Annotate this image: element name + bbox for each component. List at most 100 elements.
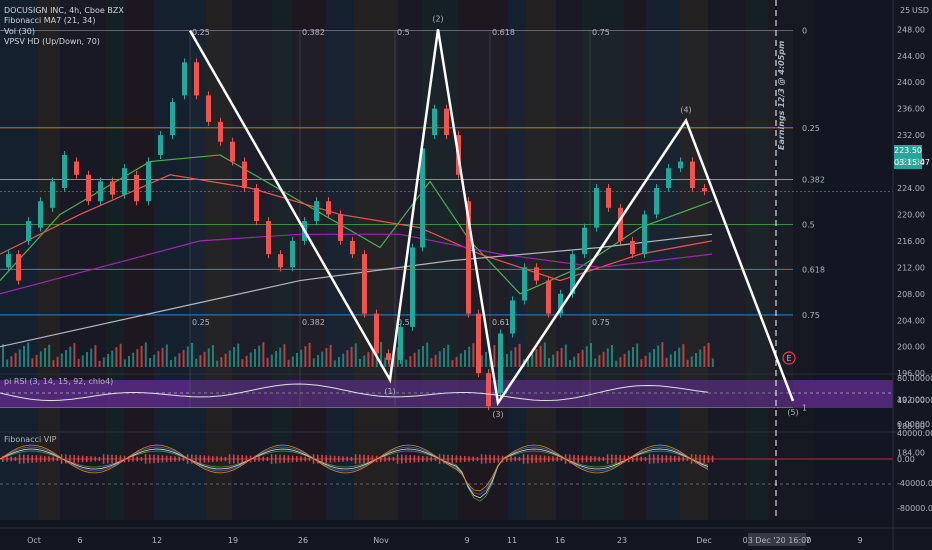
vip-tick-label: 0.00 (897, 455, 915, 464)
vip-histogram-bar (39, 455, 42, 463)
candle-body (410, 247, 415, 327)
background-band (680, 0, 708, 520)
time-tick-label: 19 (228, 536, 238, 545)
candle-body (206, 95, 211, 122)
vip-histogram-bar (224, 456, 227, 462)
vip-histogram-bar (312, 454, 315, 464)
volume-bar (703, 346, 706, 367)
vip-histogram-bar (514, 456, 516, 462)
vip-histogram-bar (695, 454, 697, 464)
candle-body (432, 108, 437, 136)
vip-histogram-bar (249, 455, 252, 463)
price-tick-label: 236.00 (897, 105, 925, 114)
vip-histogram-bar (325, 455, 327, 463)
fib-time-label-bottom: 0.75 (592, 318, 610, 327)
vip-histogram-bar (455, 455, 458, 463)
vip-histogram-bar (65, 454, 67, 464)
candle-body (362, 254, 367, 314)
vip-histogram-bar (291, 455, 294, 463)
vip-histogram-bar (556, 456, 558, 462)
volume-bar (224, 353, 227, 367)
volume-bar (199, 355, 202, 367)
vip-histogram-bar (459, 455, 462, 463)
volume-bar (581, 349, 584, 367)
volume-bar (384, 357, 387, 367)
countdown-value: 03:15:47 (894, 158, 930, 167)
vip-histogram-bar (165, 455, 168, 463)
vip-histogram-bar (489, 454, 491, 464)
time-tick-label: 6 (77, 536, 82, 545)
volume-bar (157, 351, 160, 367)
volume-bar (73, 343, 76, 367)
fib-level-label: 0.382 (802, 175, 825, 184)
vip-tick-label: -80000.00 (897, 504, 932, 513)
vip-histogram-bar (237, 454, 239, 464)
candle-body (110, 181, 115, 195)
vip-histogram-bar (443, 454, 445, 464)
volume-bar (52, 360, 55, 367)
vip-histogram-bar (602, 456, 605, 462)
indicator-vol[interactable]: Vol (30) (4, 27, 35, 36)
volume-bar (371, 348, 374, 367)
volume-bar (321, 351, 324, 367)
vip-histogram-bar (535, 455, 537, 463)
vip-histogram-bar (279, 454, 281, 464)
candle-body (38, 201, 43, 228)
candle-body (690, 161, 695, 188)
volume-bar (661, 342, 664, 367)
vip-histogram-bar (69, 454, 71, 464)
fib-time-label-top: 0.5 (397, 28, 410, 37)
vip-histogram-bar (623, 455, 626, 463)
vip-histogram-bar (711, 455, 714, 463)
vip-histogram-bar (136, 456, 138, 462)
volume-bar (174, 356, 177, 367)
indicator-vpsv[interactable]: VPSV HD (Up/Down, 70) (4, 37, 100, 46)
price-tick-label: 224.00 (897, 184, 925, 193)
volume-bar (459, 353, 462, 367)
earnings-label: Earnings 12/3 @ 4:05pm (777, 41, 786, 150)
candle-body (374, 313, 379, 354)
vip-histogram-bar (212, 456, 214, 462)
ma-purple (0, 233, 713, 295)
volume-bar (711, 358, 714, 367)
vip-histogram-bar (380, 456, 382, 462)
price-tick-label: 188.00 (897, 422, 925, 431)
volume-bar (443, 348, 445, 367)
background-band (232, 0, 272, 520)
background-band (106, 0, 124, 520)
wave-label: (4) (680, 106, 691, 115)
volume-bar (543, 342, 546, 367)
volume-bar (338, 357, 340, 367)
vip-histogram-bar (447, 454, 449, 464)
time-cursor-box (748, 533, 806, 546)
vip-histogram-bar (14, 456, 17, 462)
vip-histogram-bar (590, 456, 592, 462)
volume-bar (27, 342, 30, 367)
volume-bar (632, 347, 634, 367)
candle-body (466, 201, 471, 314)
volume-bar (23, 346, 25, 367)
volume-bar (405, 359, 408, 367)
vip-histogram-bar (123, 455, 126, 463)
rsi-tick-label: 80.00000 (897, 374, 932, 383)
volume-bar (153, 354, 156, 367)
vip-histogram-bar (161, 455, 164, 463)
volume-bar (569, 360, 571, 367)
fib-time-label-bottom: 0.382 (302, 318, 325, 327)
volume-bar (564, 344, 567, 367)
fib-level-label: 0 (802, 27, 807, 36)
price-tick-label: 212.00 (897, 263, 925, 272)
fib-time-label-bottom: 0.25 (192, 318, 210, 327)
rsi-tick-label: 40.00000 (897, 396, 932, 405)
volume-bar (287, 359, 290, 367)
vip-histogram-bar (258, 456, 260, 462)
volume-bar (695, 353, 697, 367)
volume-bar (220, 357, 223, 367)
indicator-fib-ma[interactable]: Fibonacci MA7 (21, 34) (4, 16, 96, 25)
volume-bar (514, 347, 517, 367)
volume-bar (296, 353, 298, 367)
vip-histogram-bar (384, 456, 386, 462)
vip-histogram-bar (140, 456, 143, 462)
